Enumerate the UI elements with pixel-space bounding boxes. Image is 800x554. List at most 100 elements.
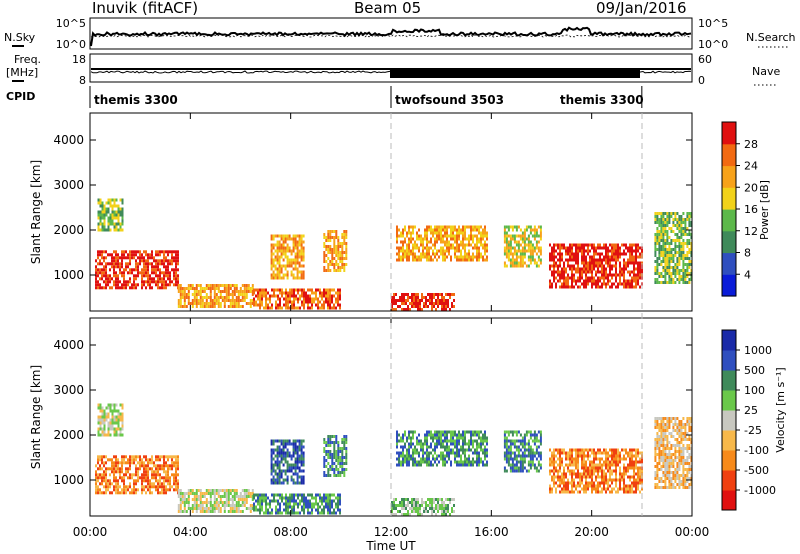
heatmap-cell <box>686 233 689 236</box>
heatmap-cell <box>285 294 287 298</box>
heatmap-cell <box>565 249 567 253</box>
heatmap-cell <box>391 504 393 507</box>
heatmap-cell <box>423 302 425 305</box>
heatmap-cell <box>272 246 275 250</box>
heatmap-cell <box>235 504 238 507</box>
heatmap-cell <box>295 294 297 298</box>
heatmap-cell <box>396 463 398 467</box>
heatmap-cell <box>339 306 341 310</box>
heatmap-cell <box>143 470 145 474</box>
heatmap-cell <box>413 293 415 296</box>
heatmap-cell <box>684 275 687 278</box>
heatmap-cell <box>195 504 198 507</box>
heatmap-cell <box>103 473 105 477</box>
heatmap-cell <box>279 288 281 292</box>
heatmap-cell <box>263 511 265 515</box>
heatmap-cell <box>195 296 198 299</box>
heatmap-cell <box>323 462 326 465</box>
heatmap-cell <box>117 485 119 489</box>
heatmap-cell <box>300 252 303 256</box>
heatmap-cell <box>587 246 589 250</box>
heatmap-cell <box>99 455 101 459</box>
heatmap-cell <box>406 448 408 452</box>
heatmap-cell <box>402 249 404 253</box>
heatmap-cell <box>555 487 557 491</box>
heatmap-cell <box>137 467 139 471</box>
heatmap-cell <box>139 259 141 263</box>
heatmap-cell <box>474 246 476 250</box>
heatmap-cell <box>339 303 341 307</box>
heatmap-cell <box>327 435 330 438</box>
heatmap-cell <box>571 258 573 262</box>
heatmap-cell <box>179 504 182 507</box>
heatmap-cell <box>169 479 171 483</box>
heatmap-cell <box>434 451 436 455</box>
heatmap-cell <box>221 504 224 507</box>
heatmap-cell <box>633 270 635 274</box>
heatmap-cell <box>335 453 338 456</box>
heatmap-cell <box>297 505 299 509</box>
heatmap-cell <box>418 246 420 250</box>
heatmap-cell <box>589 276 591 280</box>
heatmap-cell <box>440 439 442 443</box>
heatmap-cell <box>101 207 104 211</box>
heatmap-cell <box>175 467 177 471</box>
heatmap-cell <box>462 258 464 262</box>
heatmap-cell <box>280 448 283 452</box>
heatmap-cell <box>674 251 677 254</box>
heatmap-cell <box>446 445 448 449</box>
heatmap-cell <box>345 257 348 260</box>
heatmap-cell <box>290 457 293 461</box>
heatmap-cell <box>233 284 236 287</box>
heatmap-cell <box>195 510 198 513</box>
heatmap-cell <box>109 406 112 410</box>
heatmap-cell <box>413 510 415 513</box>
heatmap-cell <box>446 228 448 232</box>
heatmap-cell <box>307 508 309 512</box>
heatmap-cell <box>290 475 293 479</box>
heatmap-cell <box>129 253 131 257</box>
heatmap-cell <box>684 221 687 224</box>
heatmap-cell <box>605 270 607 274</box>
heatmap-cell <box>551 451 553 455</box>
heatmap-cell <box>243 489 246 492</box>
heatmap-cell <box>472 237 474 241</box>
heatmap-cell <box>623 285 625 289</box>
heatmap-cell <box>478 463 480 467</box>
heatmap-cell <box>161 467 163 471</box>
heatmap-cell <box>131 491 133 495</box>
heatmap-cell <box>615 264 617 268</box>
heatmap-cell <box>511 433 514 437</box>
heatmap-cell <box>296 460 299 464</box>
heatmap-cell <box>430 430 432 434</box>
heatmap-cell <box>533 436 536 440</box>
heatmap-cell <box>397 504 399 507</box>
heatmap-cell <box>115 225 118 229</box>
heatmap-cell <box>593 264 595 268</box>
heatmap-cell <box>678 281 681 284</box>
heatmap-cell <box>482 231 484 235</box>
heatmap-cell <box>402 436 404 440</box>
heatmap-cell <box>235 305 238 308</box>
heatmap-cell <box>527 448 530 452</box>
heatmap-cell <box>581 267 583 271</box>
heatmap-cell <box>278 478 281 482</box>
heatmap-cell <box>444 249 446 253</box>
heatmap-cell <box>213 293 216 296</box>
heatmap-cell <box>428 246 430 250</box>
heatmap-cell <box>591 276 593 280</box>
heatmap-cell <box>331 441 334 444</box>
heatmap-cell <box>565 276 567 280</box>
heatmap-cell <box>325 254 328 257</box>
heatmap-cell <box>484 463 486 467</box>
heatmap-cell <box>414 463 416 467</box>
heatmap-cell <box>111 464 113 468</box>
heatmap-cell <box>627 246 629 250</box>
heatmap-cell <box>95 485 97 489</box>
heatmap-cell <box>278 472 281 476</box>
heatmap-cell <box>119 485 121 489</box>
heatmap-cell <box>420 243 422 247</box>
heatmap-cell <box>217 296 220 299</box>
heatmap-cell <box>331 260 334 263</box>
heatmap-cell <box>195 302 198 305</box>
